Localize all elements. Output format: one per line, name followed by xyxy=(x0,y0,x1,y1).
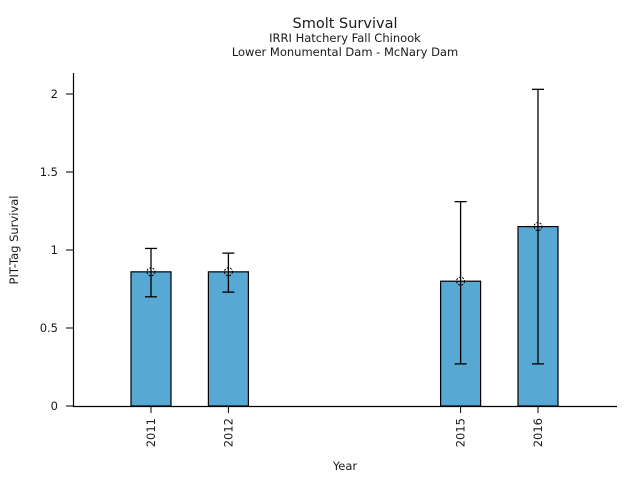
x-axis-title: Year xyxy=(332,459,358,473)
tick-labels-group: 2011 2012 2015 2016 0 0.5 1 1.5 2 xyxy=(40,87,545,447)
x-tick-label-2015: 2015 xyxy=(454,418,468,447)
chart-subtitle-line1: IRRI Hatchery Fall Chinook xyxy=(269,31,421,45)
y-axis-title: PIT-Tag Survival xyxy=(7,196,21,285)
markers-group xyxy=(146,222,543,286)
mean-marker-2015 xyxy=(456,276,466,286)
y-tick-label-1: 1 xyxy=(51,243,58,257)
x-tick-label-2016: 2016 xyxy=(531,418,545,447)
y-tick-label-0: 0 xyxy=(51,399,58,413)
mean-marker-2012 xyxy=(223,267,233,277)
mean-marker-2016 xyxy=(533,222,543,232)
y-tick-label-1.5: 1.5 xyxy=(40,165,58,179)
chart-title: Smolt Survival xyxy=(293,16,398,32)
x-tick-label-2011: 2011 xyxy=(144,418,158,447)
axes-group xyxy=(66,73,617,413)
mean-marker-2011 xyxy=(146,267,156,277)
x-tick-label-2012: 2012 xyxy=(221,418,235,447)
error-bars-group xyxy=(145,88,544,365)
y-tick-label-2: 2 xyxy=(51,87,58,101)
bars-group xyxy=(130,226,559,407)
bar-2012 xyxy=(207,271,249,407)
chart-subtitle-line2: Lower Monumental Dam - McNary Dam xyxy=(232,45,458,59)
y-tick-label-0.5: 0.5 xyxy=(40,321,58,335)
